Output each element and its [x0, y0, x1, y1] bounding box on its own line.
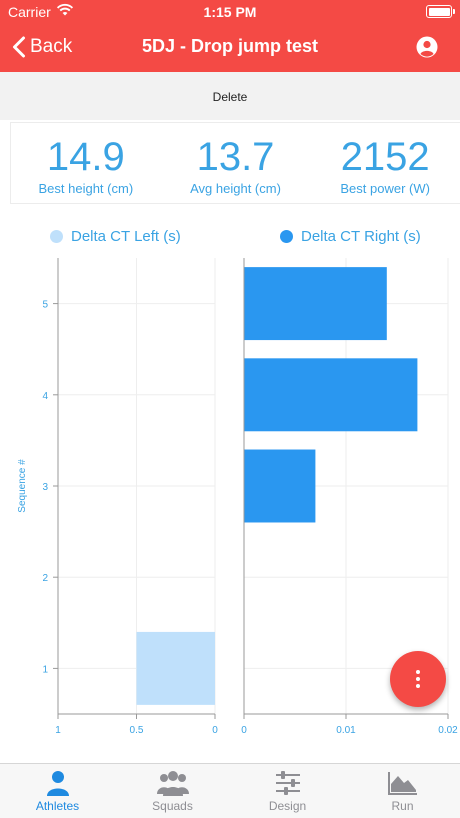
page-title: 5DJ - Drop jump test: [141, 36, 319, 56]
stat-label: Best power (W): [340, 181, 430, 196]
legend-right: Delta CT Right (s): [280, 228, 421, 245]
app-header: Carrier 1:15 PM Back 5DJ - Drop jump tes…: [0, 0, 460, 72]
actions-bar: [0, 72, 460, 120]
tab-squads[interactable]: Squads: [115, 764, 230, 818]
status-bar: Carrier 1:15 PM: [0, 0, 460, 24]
x-tick-label-right: 0.01: [336, 725, 356, 736]
delta-ct-chart: Delta CT Left (s) Delta CT Right (s) 1 2 3…: [0, 216, 460, 764]
area-chart-icon: [387, 772, 417, 795]
squads-icon: [156, 771, 189, 796]
legend-left: Delta CT Left (s): [50, 228, 181, 245]
y-tick-label: 3: [42, 482, 48, 493]
legend-swatch-left: [50, 230, 63, 243]
more-vertical-icon-dot: [416, 684, 420, 688]
y-tick-label: 2: [42, 573, 48, 584]
tab-bar: Athletes Squads Design Run: [0, 763, 460, 818]
stat-best-height: 14.9 Best height (cm): [11, 123, 161, 203]
stat-value: 13.7: [196, 135, 275, 179]
back-button[interactable]: Back: [12, 32, 72, 62]
bar-left-seq-1: [136, 631, 215, 705]
tab-athletes[interactable]: Athletes: [0, 764, 115, 818]
y-axis-title: Sequence #: [17, 459, 28, 513]
delete-button[interactable]: Delete: [212, 90, 248, 104]
tab-label: Design: [268, 799, 307, 813]
x-tick-label-left: 0: [212, 725, 218, 736]
tab-label: Athletes: [35, 799, 80, 813]
stat-value: 2152: [340, 135, 430, 179]
wifi-icon: [56, 3, 74, 16]
stat-best-power: 2152 Best power (W): [310, 123, 460, 203]
tab-label: Squads: [152, 799, 193, 813]
y-tick-label: 1: [42, 664, 48, 675]
athlete-icon: [46, 771, 69, 796]
stat-label: Avg height (cm): [190, 181, 281, 196]
x-tick-label-right: 0: [241, 725, 247, 736]
battery-icon: [426, 5, 455, 18]
sliders-icon: [275, 771, 300, 795]
tab-label: Run: [391, 799, 414, 813]
chart-plot: 1 2 3 4 5 1 0.5 0 0 0.01 0.02 Sequence #: [17, 258, 458, 736]
bar-right-seq-5: [244, 267, 387, 341]
legend-label-right: Delta CT Right (s): [301, 228, 421, 245]
tab-run[interactable]: Run: [345, 764, 460, 818]
chevron-left-icon: [13, 36, 25, 58]
stats-panel: 14.9 Best height (cm) 13.7 Avg height (c…: [10, 122, 460, 204]
stat-avg-height: 13.7 Avg height (cm): [161, 123, 311, 203]
y-tick-label: 4: [42, 391, 48, 402]
back-label: Back: [30, 36, 73, 57]
more-vertical-icon-dot: [416, 670, 420, 674]
carrier-label: Carrier: [8, 4, 51, 20]
clock: 1:15 PM: [203, 4, 257, 20]
user-circle-icon: [416, 36, 438, 58]
x-tick-label-left: 0.5: [130, 725, 144, 736]
stat-label: Best height (cm): [38, 181, 134, 196]
bar-right-seq-3: [244, 449, 316, 523]
user-account-button[interactable]: [416, 36, 438, 58]
x-tick-label-right: 0.02: [438, 725, 458, 736]
stat-value: 14.9: [46, 135, 125, 179]
tab-design[interactable]: Design: [230, 764, 345, 818]
more-vertical-icon-dot: [416, 677, 420, 681]
more-actions-button[interactable]: [390, 651, 446, 707]
legend-label-left: Delta CT Left (s): [71, 228, 181, 245]
legend-swatch-right: [280, 230, 293, 243]
x-tick-label-left: 1: [55, 725, 61, 736]
y-tick-label: 5: [42, 300, 48, 311]
bar-right-seq-4: [244, 358, 418, 432]
